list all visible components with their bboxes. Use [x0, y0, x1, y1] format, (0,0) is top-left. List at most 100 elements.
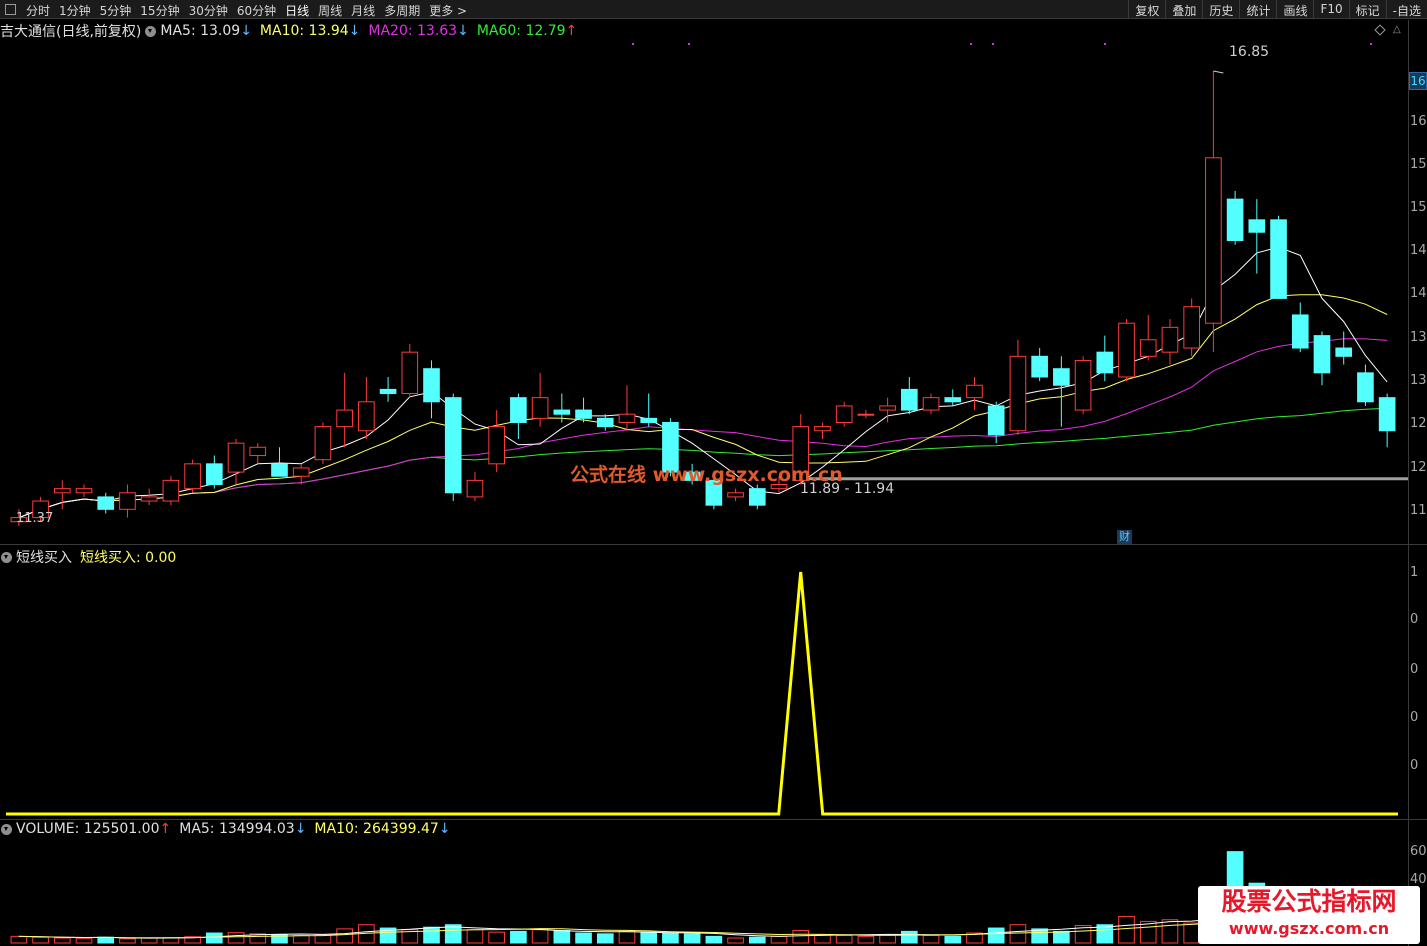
indicator-value: 短线买入: 0.00 [80, 550, 177, 566]
volume-bar-down [640, 931, 658, 944]
candle-up [1139, 339, 1157, 357]
collapse-icon[interactable] [1, 823, 12, 835]
candle-up [75, 488, 93, 494]
stats-button[interactable]: 统计 [1239, 0, 1276, 19]
collapse-icon[interactable] [145, 25, 157, 37]
candle-down [596, 417, 614, 428]
price-axis-label: 14 [1410, 286, 1427, 301]
event-dot [632, 43, 634, 45]
candle-up [227, 442, 245, 473]
candle-down [944, 397, 962, 403]
tab-daily[interactable]: 日线 [285, 4, 310, 18]
candle-down [640, 417, 658, 423]
tab-more[interactable]: 更多 > [429, 4, 468, 18]
candle-up [249, 446, 267, 457]
history-button[interactable]: 历史 [1202, 0, 1239, 19]
price-axis-label: 15 [1410, 200, 1427, 215]
event-dot [1370, 43, 1372, 45]
volume-bar-up [119, 938, 136, 944]
volume-panel-header: VOLUME: 125501.00↑ MA5: 134994.03↓ MA10:… [1, 821, 459, 837]
candle-down [206, 463, 223, 486]
candle-up [292, 467, 310, 477]
low-price-label: 11.37 [16, 511, 54, 526]
candle-up [140, 496, 158, 502]
mark-button[interactable]: 标记 [1348, 0, 1386, 19]
candle-up [618, 413, 636, 423]
candle-up [32, 500, 49, 519]
candle-down [1226, 198, 1244, 242]
candle-down [987, 405, 1005, 436]
volume-bar-up [336, 928, 353, 944]
candle-up [835, 405, 853, 423]
tab-60min[interactable]: 60分钟 [236, 4, 277, 18]
candle-up [1074, 359, 1092, 411]
collapse-icon[interactable] [1, 551, 12, 563]
layout-icon[interactable] [5, 4, 16, 15]
price-axis-label: 14 [1410, 243, 1427, 258]
tab-monthly[interactable]: 月线 [351, 4, 376, 18]
volume-bar-up [292, 935, 310, 944]
finance-marker-icon[interactable]: 财 [1117, 530, 1132, 544]
candle-down [97, 496, 115, 510]
f10-button[interactable]: F10 [1313, 0, 1348, 19]
price-axis-label: 12 [1410, 416, 1427, 431]
tab-weekly[interactable]: 周线 [318, 4, 343, 18]
volume-bar-up [857, 935, 875, 944]
overlay-button[interactable]: 叠加 [1165, 0, 1202, 19]
volume-bar-down [206, 932, 223, 944]
tool-buttons: 复权 叠加 历史 统计 画线 F10 标记 -自选 [1128, 0, 1427, 19]
signal-line [6, 571, 1398, 816]
volume-bar-up [10, 935, 28, 944]
tab-15min[interactable]: 15分钟 [140, 4, 180, 18]
volume-bar-up [32, 936, 49, 944]
indicator-axis-label: 0 [1410, 758, 1419, 773]
indicator-axis-label: 0 [1410, 710, 1419, 725]
candle-up [1161, 326, 1179, 353]
volume-bar-down [1053, 930, 1070, 944]
panel-separator[interactable] [0, 544, 1427, 545]
candle-up [1009, 355, 1027, 432]
event-dot [992, 43, 994, 45]
watchlist-button[interactable]: -自选 [1385, 0, 1427, 19]
volume-bar-down [510, 930, 527, 944]
volume-bar-up [75, 937, 93, 944]
panel-separator[interactable] [0, 819, 1427, 820]
volume-label: VOLUME: 125501.00↑ [16, 821, 172, 837]
event-dot [1104, 43, 1106, 45]
tab-multi-period[interactable]: 多周期 [384, 4, 421, 18]
price-axis-label: 11 [1410, 503, 1427, 518]
candle-up [1183, 306, 1200, 349]
event-dot [688, 43, 690, 45]
tab-5min[interactable]: 5分钟 [99, 4, 132, 18]
high-price-label: 16.85 [1229, 44, 1270, 60]
tab-1min[interactable]: 1分钟 [59, 4, 91, 18]
ma10-line [18, 294, 1388, 519]
volume-bar-down [444, 924, 462, 944]
triangle-up-icon[interactable]: △ [1393, 24, 1401, 35]
volume-bar-down [683, 933, 701, 944]
volume-bar-up [1161, 919, 1179, 944]
price-axis-label: 16 [1410, 114, 1427, 129]
volume-ma5-line [18, 889, 1388, 939]
candle-up [162, 479, 180, 502]
candle-down [423, 368, 440, 403]
volume-bar-up [792, 930, 810, 944]
volume-ma5-label: MA5: 134994.03↓ [179, 821, 307, 837]
indicator-axis-label: 1 [1410, 565, 1419, 580]
fuquan-button[interactable]: 复权 [1128, 0, 1165, 19]
logo-title: 股票公式指标网 [1221, 887, 1397, 916]
price-axis-label: 12 [1410, 460, 1427, 475]
site-logo: 股票公式指标网 www.gszx.com.cn [1198, 886, 1420, 944]
indicator-axis-line [1408, 545, 1409, 819]
range-label: 11.89 - 11.94 [800, 481, 895, 497]
ma20-line [18, 338, 1388, 519]
candle-down [575, 409, 592, 419]
price-axis-line [1408, 20, 1409, 544]
tab-30min[interactable]: 30分钟 [188, 4, 228, 18]
volume-bar-up [727, 937, 744, 944]
volume-ma10-line [18, 904, 1388, 939]
candle-up [922, 397, 940, 411]
tab-fenshi[interactable]: 分时 [26, 4, 51, 18]
draw-line-button[interactable]: 画线 [1276, 0, 1313, 19]
